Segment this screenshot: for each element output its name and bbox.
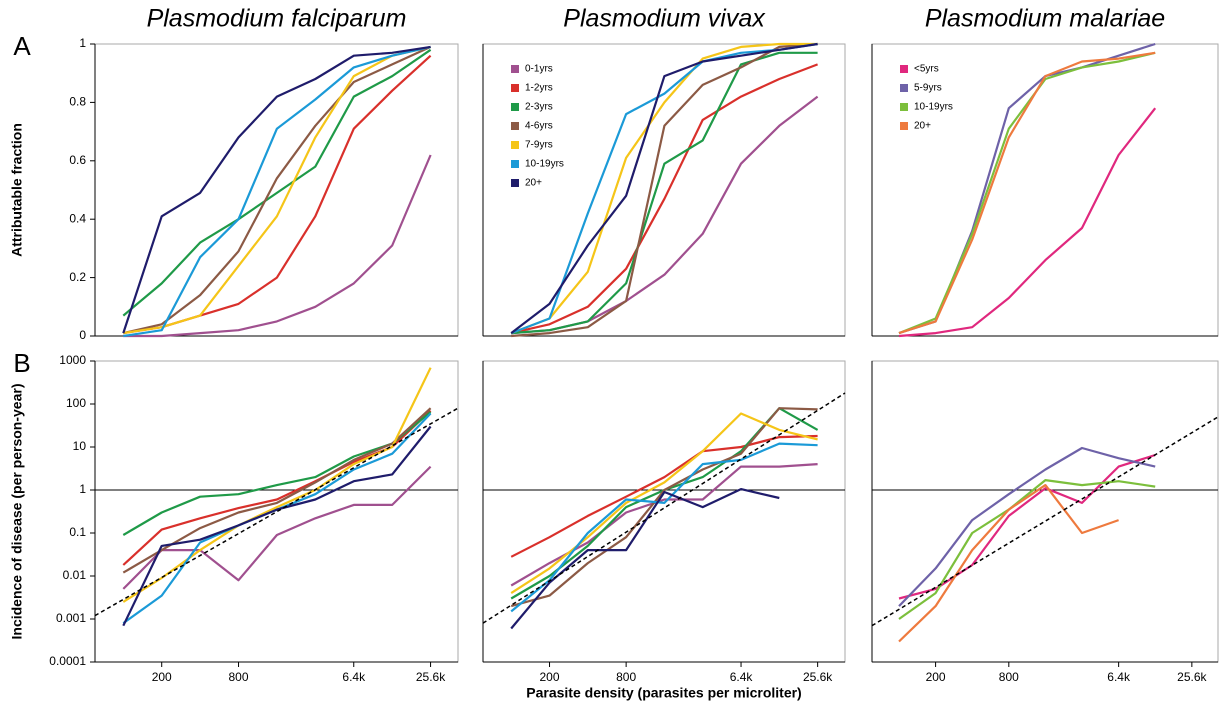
panel-letter: B <box>13 348 30 378</box>
y-tick-label: 0.8 <box>69 95 86 109</box>
series-line <box>122 367 432 603</box>
y-tick-label: 0.001 <box>56 611 86 625</box>
x-tick-label: 6.4k <box>342 670 366 684</box>
x-tick-label: 6.4k <box>1107 670 1131 684</box>
y-tick-label: 1000 <box>59 353 86 367</box>
legend-swatch <box>511 179 519 187</box>
series-line <box>898 51 1156 335</box>
legend-label: 20+ <box>525 178 542 189</box>
series-line <box>123 45 431 335</box>
series-line <box>122 411 432 536</box>
legend-swatch <box>900 122 908 130</box>
x-tick-label: 25.6k <box>803 670 833 684</box>
series-line <box>510 42 818 335</box>
legend-swatch <box>511 65 519 73</box>
y-tick-label: 10 <box>73 439 87 453</box>
series-line <box>123 154 432 338</box>
y-tick-label: 1 <box>79 36 86 50</box>
panel-frame <box>94 360 459 663</box>
legend-label: 2-3yrs <box>525 102 553 113</box>
legend-label: 10-19yrs <box>914 102 953 113</box>
legend-label: 5-9yrs <box>914 83 942 94</box>
legend-swatch <box>511 103 519 111</box>
series-line <box>510 463 818 587</box>
x-tick-label: 6.4k <box>730 670 754 684</box>
series-line <box>510 42 818 335</box>
legend-label: <5yrs <box>914 64 939 75</box>
legend-label: 1-2yrs <box>525 83 553 94</box>
legend-swatch <box>511 141 519 149</box>
series-line <box>122 45 431 334</box>
panel-frame <box>94 43 459 337</box>
y-tick-label: 0.6 <box>69 153 86 167</box>
series-line <box>510 488 780 630</box>
legend-label: 0-1yrs <box>525 64 553 75</box>
series-line <box>898 453 1156 600</box>
series-line <box>898 107 1157 338</box>
x-tick-label: 25.6k <box>416 670 446 684</box>
legend-label: 20+ <box>914 121 931 132</box>
legend-swatch <box>900 65 908 73</box>
x-tick-label: 800 <box>999 670 1019 684</box>
y-tick-label: 100 <box>66 396 86 410</box>
panel-title: Plasmodium vivax <box>563 5 766 33</box>
fit-line <box>482 392 846 624</box>
y-axis-label: Incidence of disease (per person-year) <box>9 384 25 640</box>
legend-swatch <box>900 103 908 111</box>
x-tick-label: 800 <box>616 670 636 684</box>
legend-swatch <box>511 84 519 92</box>
x-tick-label: 200 <box>926 670 946 684</box>
fit-line <box>871 416 1219 627</box>
panel-title: Plasmodium falciparum <box>147 5 407 33</box>
series-line <box>511 42 818 338</box>
panel-frame <box>482 360 846 663</box>
series-line <box>898 479 1156 620</box>
series-line <box>510 42 818 334</box>
x-axis-label: Parasite density (parasites per microlit… <box>526 685 801 701</box>
legend-swatch <box>900 84 908 92</box>
y-tick-label: 0.01 <box>63 568 87 582</box>
y-tick-label: 0.4 <box>69 211 86 225</box>
y-tick-label: 0.2 <box>69 270 86 284</box>
series-line <box>122 409 432 566</box>
x-tick-label: 200 <box>152 670 172 684</box>
x-tick-label: 200 <box>540 670 560 684</box>
legend-label: 7-9yrs <box>525 140 553 151</box>
y-tick-label: 1 <box>79 482 86 496</box>
y-tick-label: 0.1 <box>69 525 86 539</box>
series-line <box>123 45 431 338</box>
y-tick-label: 0 <box>79 328 86 342</box>
series-line <box>511 51 818 335</box>
series-line <box>510 434 818 558</box>
x-tick-label: 800 <box>229 670 249 684</box>
series-line <box>122 48 432 317</box>
legend-label: 4-6yrs <box>525 121 553 132</box>
series-line <box>898 446 1156 607</box>
panel-title: Plasmodium malariae <box>925 5 1165 33</box>
series-line <box>123 45 432 335</box>
legend-label: 10-19yrs <box>525 159 564 170</box>
legend-swatch <box>511 122 519 130</box>
panel-letter: A <box>13 31 31 61</box>
series-line <box>122 412 432 625</box>
series-line <box>122 425 432 627</box>
series-line <box>510 63 818 335</box>
series-line <box>898 484 1119 643</box>
y-axis-label: Attributable fraction <box>9 123 25 257</box>
x-tick-label: 25.6k <box>1177 670 1207 684</box>
series-line <box>510 412 818 595</box>
y-tick-label: 0.0001 <box>49 654 86 668</box>
series-line <box>122 465 432 590</box>
series-line <box>898 51 1156 335</box>
series-line <box>510 442 818 613</box>
legend-swatch <box>511 160 519 168</box>
